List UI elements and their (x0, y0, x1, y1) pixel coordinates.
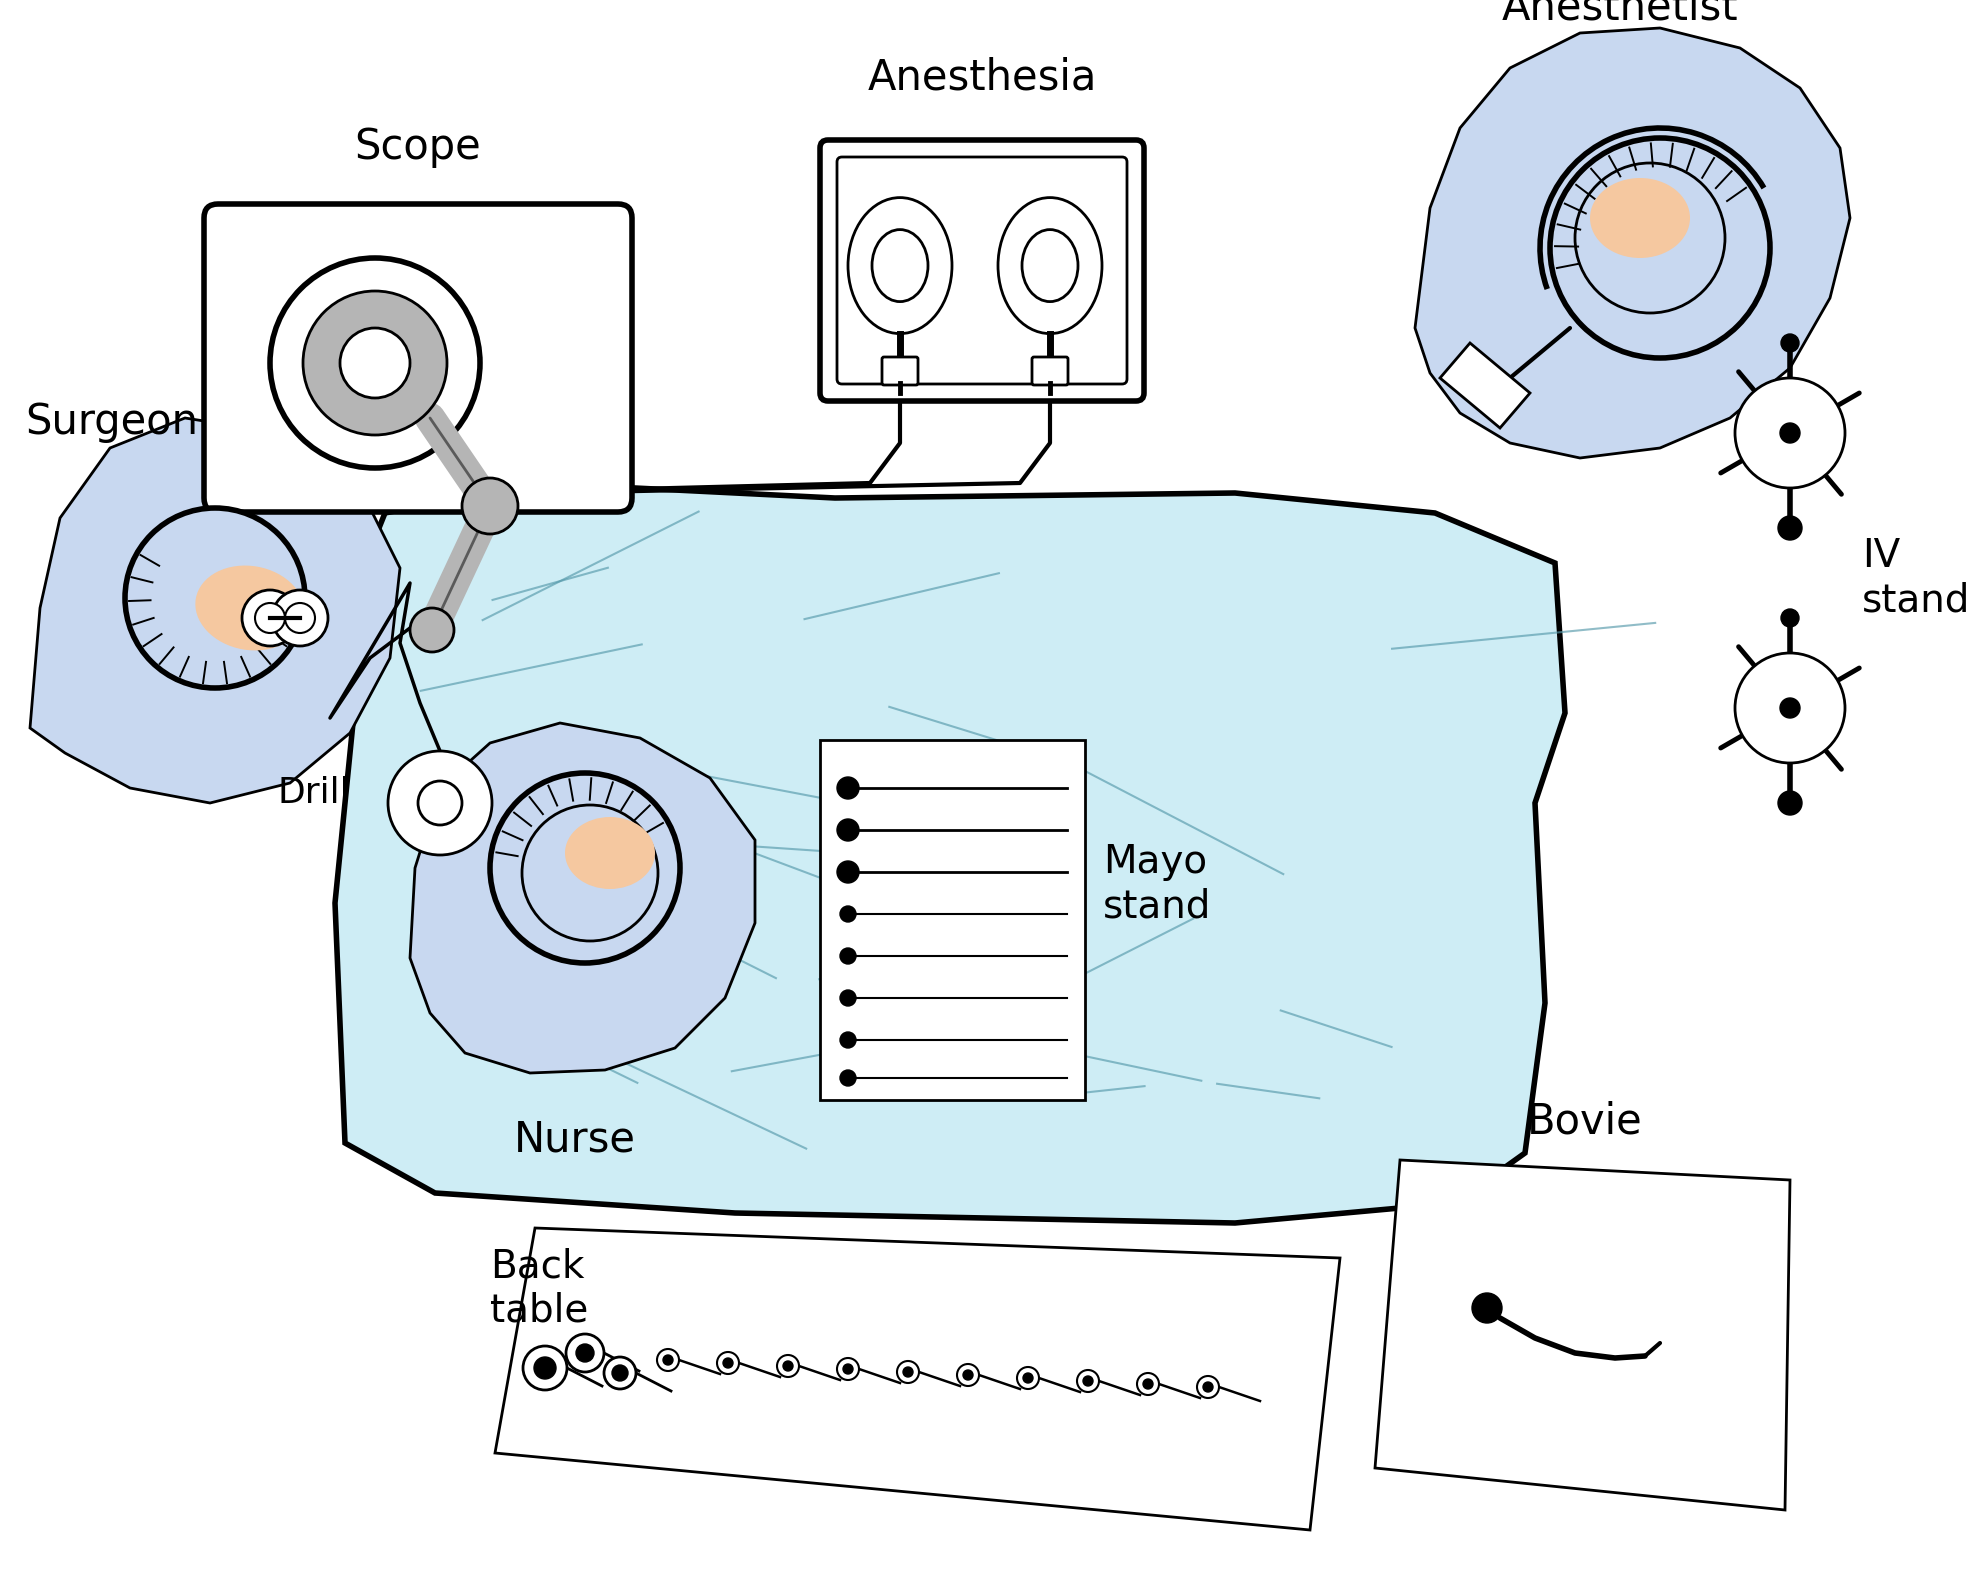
Circle shape (1576, 164, 1725, 313)
Text: Nurse: Nurse (513, 1118, 635, 1159)
Circle shape (663, 1355, 673, 1366)
Circle shape (840, 989, 856, 1007)
Circle shape (844, 1364, 854, 1374)
Circle shape (724, 1358, 734, 1367)
Circle shape (1198, 1375, 1220, 1397)
Circle shape (612, 1366, 627, 1382)
Circle shape (1735, 653, 1845, 762)
Text: Anesthesia: Anesthesia (867, 56, 1098, 98)
Ellipse shape (997, 197, 1102, 333)
Circle shape (256, 603, 285, 634)
Polygon shape (496, 1228, 1340, 1529)
Text: Bovie: Bovie (1526, 1100, 1642, 1143)
Ellipse shape (871, 230, 928, 302)
Circle shape (1780, 610, 1800, 627)
Text: Drill: Drill (277, 777, 350, 810)
Ellipse shape (195, 565, 305, 651)
Circle shape (903, 1367, 913, 1377)
Circle shape (1780, 333, 1800, 353)
Ellipse shape (1023, 230, 1078, 302)
Circle shape (462, 478, 517, 534)
FancyBboxPatch shape (820, 140, 1145, 402)
Polygon shape (1375, 1159, 1790, 1510)
Text: Scope: Scope (354, 125, 482, 168)
Text: Anesthetist: Anesthetist (1501, 0, 1739, 29)
Circle shape (533, 1358, 557, 1378)
FancyBboxPatch shape (205, 203, 631, 511)
Circle shape (964, 1370, 974, 1380)
Bar (820, 740, 1086, 1100)
Polygon shape (409, 723, 755, 1073)
Circle shape (490, 773, 681, 962)
Polygon shape (1414, 29, 1851, 457)
Polygon shape (30, 418, 399, 804)
Circle shape (419, 781, 462, 826)
Circle shape (409, 608, 454, 653)
Circle shape (1735, 378, 1845, 488)
Circle shape (1780, 422, 1800, 443)
Circle shape (1017, 1367, 1039, 1390)
Circle shape (126, 508, 305, 688)
Circle shape (840, 948, 856, 964)
Circle shape (1778, 516, 1802, 540)
Ellipse shape (1589, 178, 1690, 257)
Polygon shape (1440, 343, 1530, 429)
FancyBboxPatch shape (1033, 357, 1068, 384)
Circle shape (1778, 791, 1802, 815)
Circle shape (1078, 1370, 1100, 1393)
Circle shape (271, 591, 328, 646)
Circle shape (576, 1343, 594, 1363)
Circle shape (1143, 1378, 1153, 1390)
Circle shape (838, 777, 860, 799)
Circle shape (897, 1361, 919, 1383)
Ellipse shape (848, 197, 952, 333)
Text: Mayo
stand: Mayo stand (1103, 843, 1212, 924)
Circle shape (1023, 1374, 1033, 1383)
Circle shape (387, 751, 492, 854)
Circle shape (285, 603, 315, 634)
FancyBboxPatch shape (881, 357, 919, 384)
Circle shape (523, 1347, 566, 1390)
Text: Surgeon: Surgeon (26, 402, 199, 443)
Circle shape (777, 1355, 799, 1377)
Circle shape (1084, 1375, 1094, 1386)
Text: Back
table: Back table (490, 1247, 588, 1329)
Text: IV
stands: IV stands (1863, 537, 1967, 619)
Circle shape (838, 861, 860, 883)
Circle shape (840, 1070, 856, 1086)
Circle shape (838, 819, 860, 842)
Circle shape (783, 1361, 793, 1370)
Circle shape (1471, 1293, 1503, 1323)
Ellipse shape (565, 816, 655, 889)
Circle shape (269, 257, 480, 468)
Circle shape (521, 805, 659, 942)
Circle shape (1780, 699, 1800, 718)
Circle shape (718, 1351, 740, 1374)
Polygon shape (334, 483, 1566, 1223)
Circle shape (242, 591, 297, 646)
Circle shape (604, 1358, 635, 1390)
Circle shape (566, 1334, 604, 1372)
Circle shape (1204, 1382, 1214, 1393)
Circle shape (840, 1032, 856, 1048)
Circle shape (840, 907, 856, 923)
Circle shape (838, 1358, 860, 1380)
FancyBboxPatch shape (838, 157, 1127, 384)
Circle shape (303, 291, 447, 435)
Circle shape (340, 329, 409, 399)
Circle shape (1137, 1374, 1159, 1394)
Circle shape (958, 1364, 980, 1386)
Circle shape (657, 1348, 679, 1370)
Circle shape (1550, 138, 1770, 357)
